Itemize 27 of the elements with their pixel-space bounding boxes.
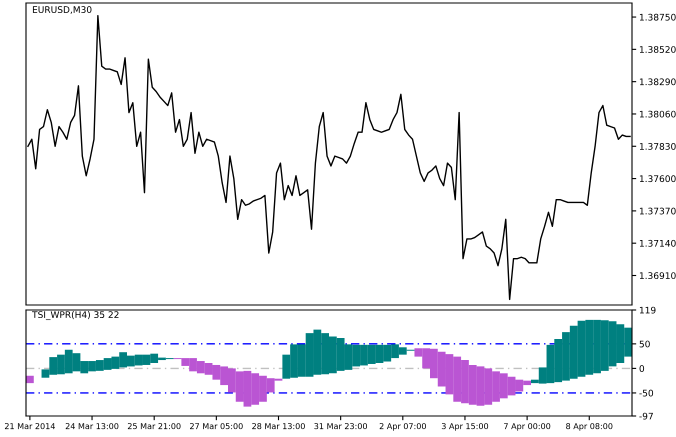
y-tick-label: 1.36910	[640, 272, 676, 280]
x-tick-label: 8 Apr 08:00	[566, 423, 612, 431]
x-tick-label: 25 Mar 21:00	[128, 423, 181, 430]
x-tick-label: 24 Mar 13:00	[66, 423, 118, 430]
x-tick-label: 3 Apr 15:00	[442, 423, 488, 431]
x-tick-label: 28 Mar 13:00	[252, 423, 305, 430]
x-tick-label: 2 Apr 07:00	[380, 423, 426, 431]
x-tick-label: 31 Mar 23:00	[314, 423, 368, 430]
x-tick-label: 27 Mar 05:00	[190, 423, 243, 430]
y-tick-label: -97	[639, 412, 653, 420]
x-tick-label: 7 Apr 00:00	[504, 423, 550, 431]
y-tick-label: 0	[640, 365, 644, 372]
x-tick-label: 21 Mar 2014	[4, 423, 55, 430]
y-tick-label: 1.38060	[640, 110, 676, 118]
y-tick-label: 1.37600	[640, 175, 676, 182]
bar	[26, 376, 34, 384]
y-tick-label: 1.38520	[640, 46, 676, 53]
y-tick-label: 50	[640, 340, 650, 348]
y-tick-label: 1.38750	[640, 14, 676, 21]
y-tick-label: -50	[639, 390, 654, 396]
y-tick-label: 1.37370	[640, 208, 676, 214]
chart-title: EURUSD,M30	[32, 6, 92, 14]
y-tick-label: 119	[640, 306, 656, 314]
y-tick-label: 1.37140	[640, 240, 676, 247]
y-tick-label: 1.38290	[640, 78, 676, 86]
y-tick-label: 1.37830	[640, 143, 676, 150]
chart-title: TSI_WPR(H4) 35 22	[32, 311, 119, 320]
